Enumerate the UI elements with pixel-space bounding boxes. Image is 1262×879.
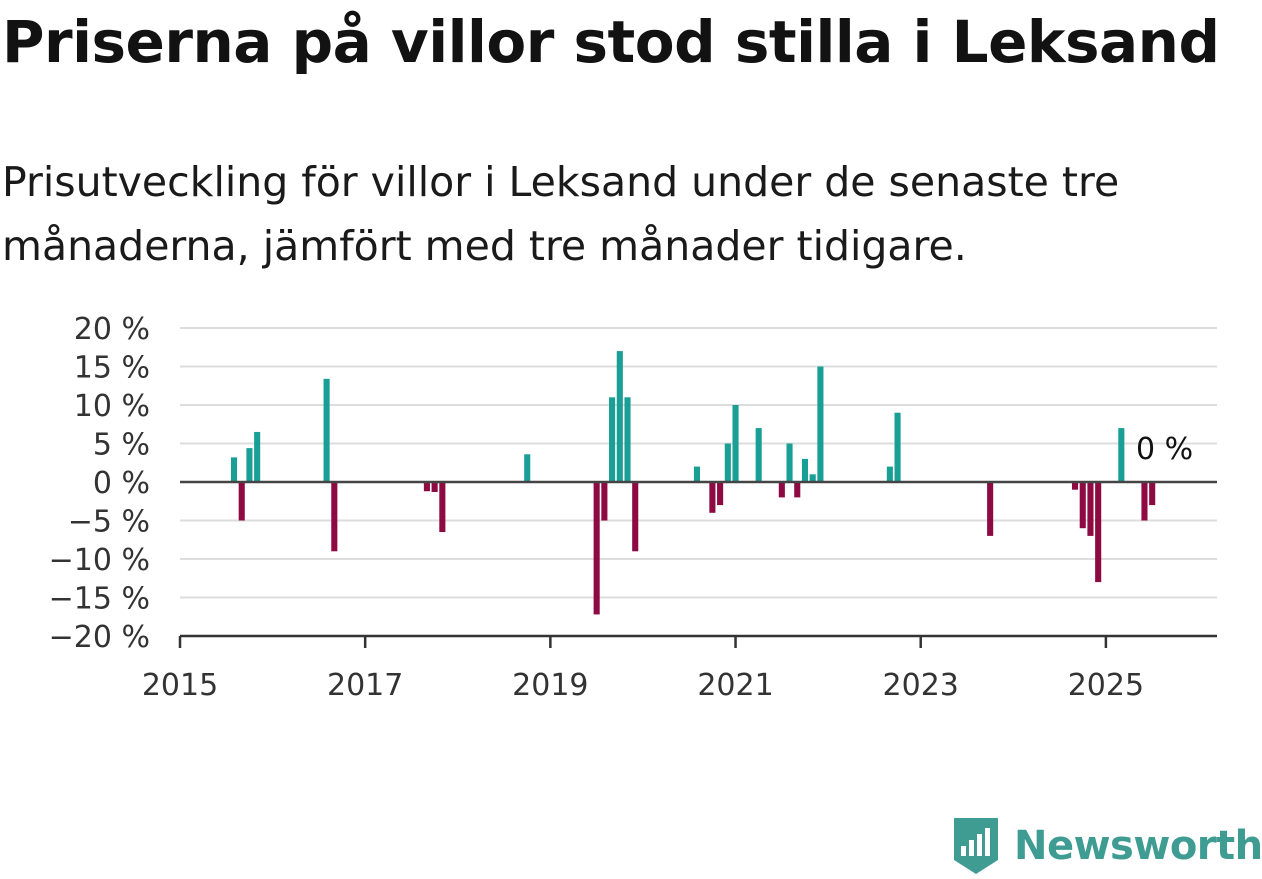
bar <box>331 482 338 552</box>
x-axis-ticks: 2015 2017 2019 2021 2023 2025 <box>142 636 1144 703</box>
y-axis-ticks: 20 % 15 %10 % 5 %0 % −5 %−10 % −15 %−20 % <box>49 312 150 655</box>
bar <box>817 366 824 482</box>
bar <box>755 428 762 482</box>
x-tick-label: 2017 <box>327 668 403 703</box>
y-tick-label: −15 % <box>49 582 150 617</box>
chart-subtitle: Prisutveckling för villor i Leksand unde… <box>2 158 1120 270</box>
brand-name: Newsworthy <box>1014 823 1262 869</box>
y-gridlines <box>180 327 1217 599</box>
bar <box>1149 482 1156 506</box>
bar <box>624 397 631 482</box>
bar <box>794 482 801 498</box>
bar <box>987 482 994 536</box>
bar <box>593 482 600 615</box>
x-tick-label: 2015 <box>142 668 218 703</box>
bar <box>1095 482 1102 583</box>
bar <box>323 378 330 482</box>
bar-chart: 20 %15 %10 %5 %0 %−5 %−10 %−15 %−20 % 20… <box>49 312 1217 703</box>
y-tick-label: 15 % <box>74 351 150 386</box>
newsworthy-logo: Newsworthy <box>950 816 1262 876</box>
bar <box>254 431 261 482</box>
bar <box>423 482 430 492</box>
bar <box>609 397 616 482</box>
bar <box>632 482 639 552</box>
x-tick-label: 2019 <box>512 668 588 703</box>
bar <box>616 351 623 482</box>
bar <box>732 405 739 482</box>
bar <box>778 482 785 498</box>
y-tick-label: −5 % <box>68 505 150 540</box>
bar <box>801 458 809 482</box>
bar <box>601 482 608 521</box>
y-tick-label: 0 % <box>93 466 150 501</box>
y-tick-label: −10 % <box>49 543 150 578</box>
bar <box>717 482 724 506</box>
bar <box>886 466 893 482</box>
bars <box>230 351 1156 615</box>
bar <box>786 443 793 482</box>
bar <box>238 482 245 521</box>
bar <box>709 482 716 513</box>
bar <box>1087 482 1094 536</box>
bar <box>1079 482 1086 529</box>
y-tick-label: 5 % <box>93 428 150 463</box>
bar <box>524 454 531 482</box>
y-tick-label: −20 % <box>49 620 150 655</box>
bar <box>894 412 901 482</box>
bar <box>1141 482 1148 521</box>
bar <box>809 474 816 482</box>
bar <box>1071 482 1079 490</box>
last-value-label: 0 % <box>1136 432 1193 467</box>
x-tick-label: 2023 <box>883 668 959 703</box>
x-tick-label: 2021 <box>697 668 773 703</box>
chart-title: Priserna på villor stod stilla i Leksand <box>2 8 1220 76</box>
bar <box>431 482 438 493</box>
bar <box>693 466 701 482</box>
newsworthy-logo-icon <box>954 818 998 874</box>
y-tick-label: 10 % <box>74 389 150 424</box>
bar <box>246 448 253 482</box>
y-tick-label: 20 % <box>74 312 150 347</box>
bar <box>230 457 238 482</box>
x-tick-label: 2025 <box>1068 668 1144 703</box>
bar <box>1118 428 1125 482</box>
bar <box>724 443 731 482</box>
bar <box>439 482 446 533</box>
